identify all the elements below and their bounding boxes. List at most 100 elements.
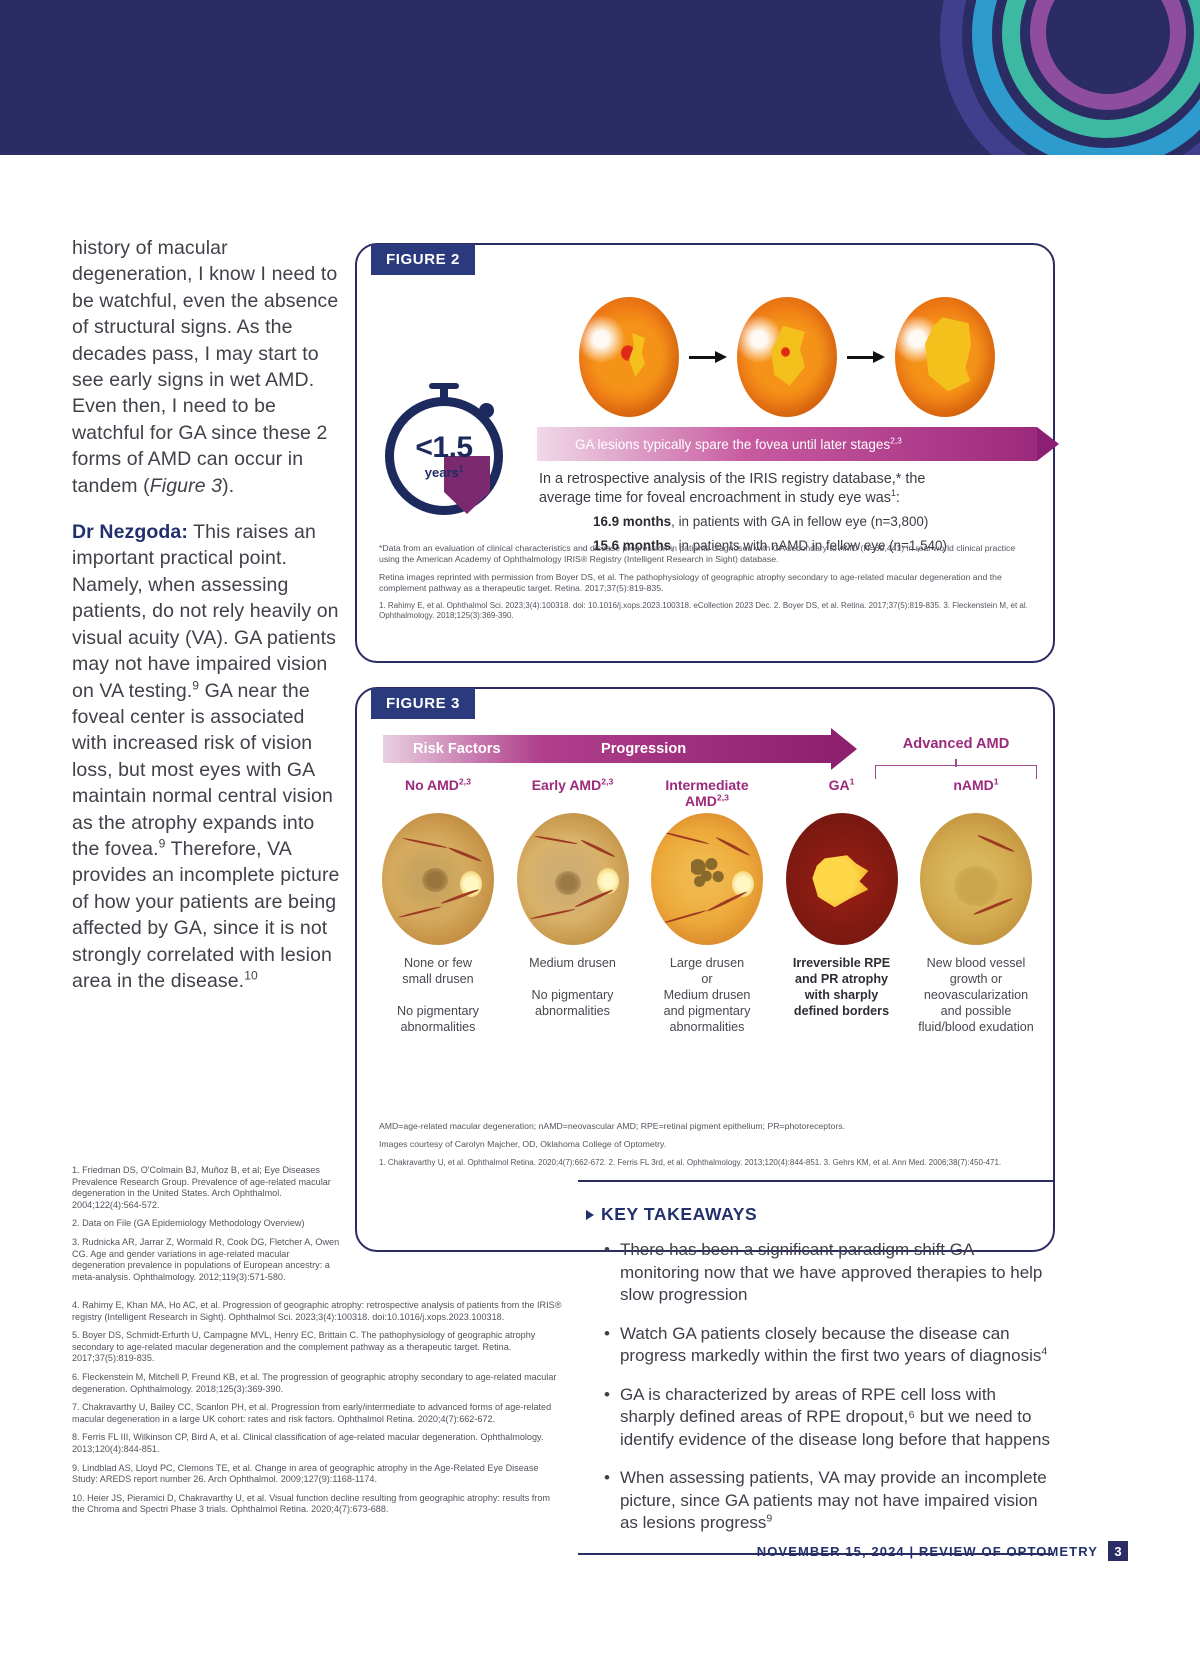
references-narrow-column: 1. Friedman DS, O'Colmain BJ, Muñoz B, e…: [72, 1165, 340, 1290]
figure-3-footnotes: AMD=age-related macular degeneration; nA…: [379, 1121, 1035, 1175]
key-takeaways-heading: KEY TAKEAWAYS: [586, 1204, 1053, 1225]
stage-caption: Irreversible RPE and PR atrophy with sha…: [792, 956, 891, 1018]
iris-stat-2-text: , in patients with nAMD in fellow eye (n…: [671, 538, 947, 553]
ga-lesion-banner: GA lesions typically spare the fovea unt…: [537, 427, 1059, 461]
fundus-photo-early-amd: [516, 813, 629, 945]
paragraph-2a: This raises an important practical point…: [72, 521, 339, 702]
fundus-photo-ga: [785, 813, 898, 945]
bullet-icon: •: [604, 1384, 610, 1404]
retinal-vessel: [706, 890, 748, 913]
page-number-badge: 3: [1108, 1541, 1128, 1561]
iris-lead-colon: :: [895, 490, 900, 506]
stage-title: GA1: [779, 777, 905, 801]
key-takeaway-body: There has been a significant paradigm sh…: [619, 1240, 1043, 1305]
key-takeaway-text: There has been a significant paradigm sh…: [620, 1239, 1053, 1307]
key-takeaway-sup: 4: [1041, 1345, 1048, 1358]
key-takeaway-body: When assessing patients, VA may provide …: [619, 1468, 1047, 1533]
iris-lead-line-2: average time for foveal encroachment in …: [539, 489, 1039, 508]
ga-banner-citation-sup: 2,3: [890, 435, 902, 445]
retina-progression-row: [537, 293, 1037, 421]
fundus-photo-namd: [920, 813, 1032, 945]
key-takeaway-text: GA is characterized by areas of RPE cell…: [620, 1384, 1053, 1452]
retinal-vessel: [660, 909, 708, 925]
stage-title-text: Early AMD: [531, 777, 602, 793]
page-header-banner: [0, 0, 1200, 155]
stage-title-text: nAMD: [953, 777, 994, 793]
retinal-vessel: [534, 835, 579, 846]
stopwatch-stem: [429, 383, 459, 403]
iris-lead-line-1: In a retrospective analysis of the IRIS …: [539, 471, 926, 487]
optic-disc: [597, 868, 620, 895]
figure-2-tab-label: FIGURE 2: [371, 244, 475, 275]
paragraph-1-text: history of macular degeneration, I know …: [72, 237, 339, 497]
stage-caption: Medium drusen No pigmentary abnormalitie…: [529, 956, 616, 1018]
key-takeaways-top-rule: [578, 1180, 1053, 1183]
key-takeaway-sup: 9: [766, 1512, 773, 1525]
stage-title: No AMD2,3: [375, 777, 501, 801]
iris-stat-2-value: 15.6 months: [593, 538, 672, 553]
stage-title-sup: 1: [849, 776, 855, 787]
macula-region: [422, 868, 449, 893]
figure-2-note-2: Retina images reprinted with permission …: [379, 572, 1002, 593]
key-takeaway-item: • When assessing patients, VA may provid…: [604, 1467, 1053, 1535]
advanced-amd-bracket: [875, 765, 1037, 779]
iris-stat-1-value: 16.9 months: [593, 514, 672, 529]
page-content: history of macular degeneration, I know …: [0, 155, 1200, 1680]
reference-item: 6. Fleckenstein M, Mitchell P, Freund KB…: [72, 1371, 557, 1394]
citation-sup-9a: 9: [192, 678, 200, 692]
key-takeaways-bottom-rule: [578, 1552, 1053, 1555]
speaker-name: Dr Nezgoda:: [72, 521, 188, 544]
page-footer: NOVEMBER 15, 2024 | REVIEW OF OPTOMETRY …: [0, 1541, 1200, 1581]
references-wide-column: 4. Rahimy E, Khan MA, Ho AC, et al. Prog…: [72, 1300, 562, 1523]
bullet-icon: •: [604, 1468, 610, 1488]
reference-item: 7. Chakravarthy U, Bailey CC, Scanlon PH…: [72, 1402, 552, 1424]
ga-atrophy-patch: [812, 855, 869, 908]
reference-item: 2. Data on File (GA Epidemiology Methodo…: [72, 1218, 305, 1229]
citation-sup-9b: 9: [158, 836, 166, 851]
bullet-icon: •: [604, 1323, 610, 1343]
reference-item: 4. Rahimy E, Khan MA, Ho AC, et al. Prog…: [72, 1300, 562, 1322]
retinal-vessel: [447, 845, 483, 863]
retina-image-stage-1: [579, 297, 679, 417]
stage-title-text: GA: [828, 777, 850, 793]
retinal-vessel: [530, 908, 576, 921]
progression-arrow-icon: [689, 351, 727, 363]
figure-3-reference: Figure 3: [149, 474, 223, 497]
retinal-vessel: [977, 834, 1015, 853]
ga-banner-arrow-tip: [1037, 427, 1059, 461]
figure-3-stage-columns: No AMD2,3 None or few small drusen No pi…: [375, 777, 1039, 1107]
key-takeaways-heading-text: KEY TAKEAWAYS: [601, 1204, 758, 1225]
retinal-vessel: [662, 830, 710, 845]
stage-title-sup: 1: [993, 776, 999, 787]
drusen-cluster: [691, 857, 726, 888]
stage-caption: New blood vessel growth or neovasculariz…: [918, 956, 1034, 1034]
retinal-vessel: [398, 905, 442, 919]
key-takeaways-section: KEY TAKEAWAYS • There has been a signifi…: [578, 1180, 1053, 1555]
neovascular-lesion: [953, 865, 998, 906]
stage-title: Early AMD2,3: [510, 777, 636, 801]
paragraph-2b: GA near the foveal center is associated …: [72, 679, 333, 860]
stage-title-text: No AMD: [405, 777, 459, 793]
key-takeaway-text: Watch GA patients closely because the di…: [620, 1323, 1053, 1368]
stage-caption: Large drusen or Medium drusen and pigmen…: [663, 956, 751, 1034]
stage-title-sup: 2,3: [716, 792, 729, 803]
reference-item: 5. Boyer DS, Schmidt-Erfurth U, Campagne…: [72, 1330, 536, 1364]
retinal-vessel: [580, 839, 616, 859]
iris-stat-1: 16.9 months, in patients with GA in fell…: [593, 512, 1039, 532]
paragraph-1: history of macular degeneration, I know …: [72, 235, 340, 499]
fundus-photo-intermediate-amd: [651, 813, 763, 945]
retina-image-stage-3: [895, 297, 995, 417]
paragraph-2c: Therefore, VA provides an incomplete pic…: [72, 837, 340, 992]
figure-3-note-3: 1. Chakravarthy U, et al. Ophthalmol Ret…: [379, 1157, 1002, 1167]
stage-title: Intermediate AMD2,3: [644, 777, 770, 809]
reference-item: 10. Heier JS, Pieramici D, Chakravarthy …: [72, 1492, 550, 1515]
iris-stat-1-text: , in patients with GA in fellow eye (n=3…: [671, 514, 929, 529]
ga-lesion: [629, 333, 645, 377]
figure-3-progression-header: Risk Factors Progression Advanced AMD: [383, 728, 1037, 779]
key-takeaway-body: GA is characterized by areas of RPE cell…: [619, 1384, 1050, 1449]
stage-title-sup: 2,3: [458, 776, 471, 787]
retinal-vessel: [573, 889, 614, 909]
figure-2-footnotes: *Data from an evaluation of clinical cha…: [379, 543, 1035, 629]
iris-lead-line-2-text: average time for foveal encroachment in …: [539, 490, 891, 506]
stopwatch-text: <1.5 years1: [385, 397, 503, 515]
